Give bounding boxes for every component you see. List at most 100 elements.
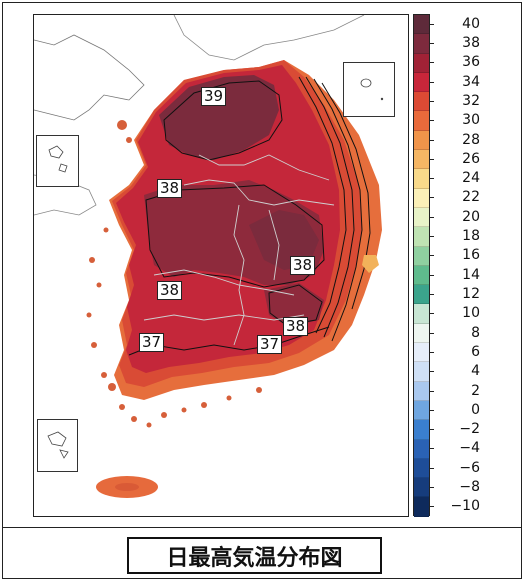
- colorbar-tick-label: 6: [471, 343, 480, 360]
- colorbar-tick-mark: [430, 100, 434, 102]
- colorbar-segment: [414, 53, 429, 73]
- southwest-islands-inset: [37, 419, 78, 472]
- colorbar-segment: [414, 227, 429, 247]
- ulleungdo-outline: [360, 78, 372, 88]
- colorbar-tick-label: 34: [462, 73, 480, 90]
- colorbar-tick-mark: [430, 313, 434, 315]
- colorbar-tick-label: 8: [471, 324, 480, 341]
- contour-label: 38: [157, 281, 183, 300]
- colorbar-tick-mark: [430, 390, 434, 392]
- colorbar-tick-mark: [430, 467, 434, 469]
- colorbar-tick-mark: [430, 371, 434, 373]
- colorbar-tick-mark: [430, 178, 434, 180]
- map-drawing: [34, 15, 382, 498]
- contour-label: 38: [283, 317, 309, 336]
- colorbar-tick-label: 10: [462, 305, 480, 322]
- colorbar-segment: [414, 111, 429, 131]
- province-boundaries: [143, 154, 335, 346]
- colorbar-segment: [414, 420, 429, 440]
- colorbar-tick-label: −4: [459, 440, 480, 457]
- caption-title: 日最高気温分布図: [127, 537, 382, 574]
- contour-label: 37: [139, 333, 165, 352]
- colorbar-tick-mark: [430, 216, 434, 218]
- colorbar-segment: [414, 497, 429, 517]
- colorbar-tick-mark: [430, 120, 434, 122]
- colorbar-segment: [414, 246, 429, 266]
- land-max-south: [264, 283, 324, 327]
- contour-label: 39: [201, 87, 227, 106]
- colorbar-tick-label: 38: [462, 34, 480, 51]
- colorbar-segment: [414, 130, 429, 151]
- colorbar-segment: [414, 92, 429, 112]
- colorbar-tick-label: 36: [462, 54, 480, 71]
- colorbar-tick-label: 40: [462, 15, 480, 32]
- colorbar-tick-mark: [430, 158, 434, 160]
- colorbar-segment: [414, 323, 429, 344]
- colorbar-segment: [414, 478, 429, 498]
- colorbar-tick-mark: [430, 409, 434, 411]
- colorbar-segment: [414, 72, 429, 93]
- colorbar-tick-label: 12: [462, 285, 480, 302]
- colorbar-tick-label: 20: [462, 208, 480, 225]
- neighbor-coastline-north: [173, 15, 365, 61]
- colorbar-tick-label: 18: [462, 228, 480, 245]
- temperature-map: 39 38 38 38 38 37 37: [33, 14, 409, 517]
- temperature-colorbar: [413, 14, 430, 517]
- colorbar-tick-label: 16: [462, 247, 480, 264]
- colorbar-tick-label: 24: [462, 170, 480, 187]
- colorbar-tick-mark: [430, 448, 434, 450]
- colorbar-tick-mark: [430, 332, 434, 334]
- colorbar-tick-mark: [430, 81, 434, 83]
- contour-label: 37: [257, 335, 283, 354]
- colorbar-segment: [414, 381, 429, 401]
- colorbar-tick-mark: [430, 236, 434, 238]
- contour-label: 38: [157, 179, 183, 198]
- colorbar-tick-label: 30: [462, 112, 480, 129]
- southwest-islands: [86, 120, 262, 428]
- colorbar-tick-mark: [430, 139, 434, 141]
- colorbar-segment: [414, 458, 429, 479]
- colorbar-tick-mark: [430, 429, 434, 431]
- colorbar-tick-label: 22: [462, 189, 480, 206]
- colorbar-segment: [414, 169, 429, 189]
- east-cape: [362, 255, 379, 273]
- contour-label: 38: [290, 256, 316, 275]
- caption-divider: [2, 527, 522, 528]
- colorbar-tick-mark: [430, 351, 434, 353]
- colorbar-segment: [414, 343, 429, 363]
- colorbar-tick-label: 26: [462, 150, 480, 167]
- colorbar-tick-mark: [430, 197, 434, 199]
- colorbar-tick-label: 2: [471, 382, 480, 399]
- colorbar-segment: [414, 304, 429, 324]
- colorbar-tick-label: 0: [471, 401, 480, 418]
- colorbar-tick-mark: [430, 62, 434, 64]
- colorbar-segment: [414, 265, 429, 286]
- colorbar-tick-label: −2: [459, 421, 480, 438]
- colorbar-tick-mark: [430, 293, 434, 295]
- colorbar-tick-label: 14: [462, 266, 480, 283]
- colorbar-tick-label: −10: [450, 498, 480, 515]
- colorbar-segment: [414, 150, 429, 170]
- colorbar-tick-label: 32: [462, 92, 480, 109]
- colorbar-tick-label: 28: [462, 131, 480, 148]
- colorbar-tick-mark: [430, 274, 434, 276]
- west-islands-inset: [36, 135, 79, 187]
- colorbar-tick-label: 4: [471, 363, 480, 380]
- colorbar-tick-mark: [430, 23, 434, 25]
- colorbar-tick-mark: [430, 255, 434, 257]
- colorbar-segment: [414, 439, 429, 459]
- colorbar-tick-label: −6: [459, 459, 480, 476]
- colorbar-tick-mark: [430, 42, 434, 44]
- colorbar-tick-mark: [430, 506, 434, 508]
- colorbar-segment: [414, 15, 429, 35]
- colorbar-segment: [414, 188, 429, 208]
- colorbar-tick-mark: [430, 487, 434, 489]
- colorbar-segment: [414, 285, 429, 305]
- land-max-north: [159, 75, 279, 160]
- colorbar-segment: [414, 207, 429, 228]
- colorbar-segment: [414, 362, 429, 382]
- colorbar-tick-label: −8: [459, 479, 480, 496]
- colorbar-segment: [414, 400, 429, 421]
- neighbor-coastline: [34, 34, 145, 121]
- colorbar-segment: [414, 34, 429, 54]
